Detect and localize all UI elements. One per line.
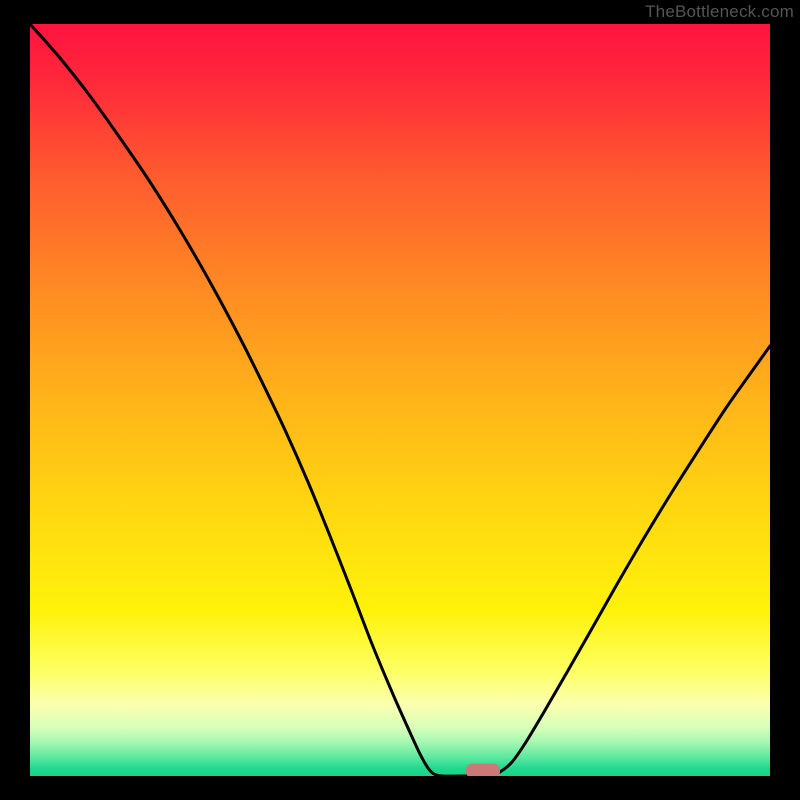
chart-svg xyxy=(0,0,800,800)
watermark-text: TheBottleneck.com xyxy=(645,2,794,22)
frame-bottom xyxy=(0,776,800,800)
chart-plot-background xyxy=(30,24,770,776)
frame-right xyxy=(770,0,800,800)
frame-left xyxy=(0,0,30,800)
bottleneck-chart: TheBottleneck.com xyxy=(0,0,800,800)
